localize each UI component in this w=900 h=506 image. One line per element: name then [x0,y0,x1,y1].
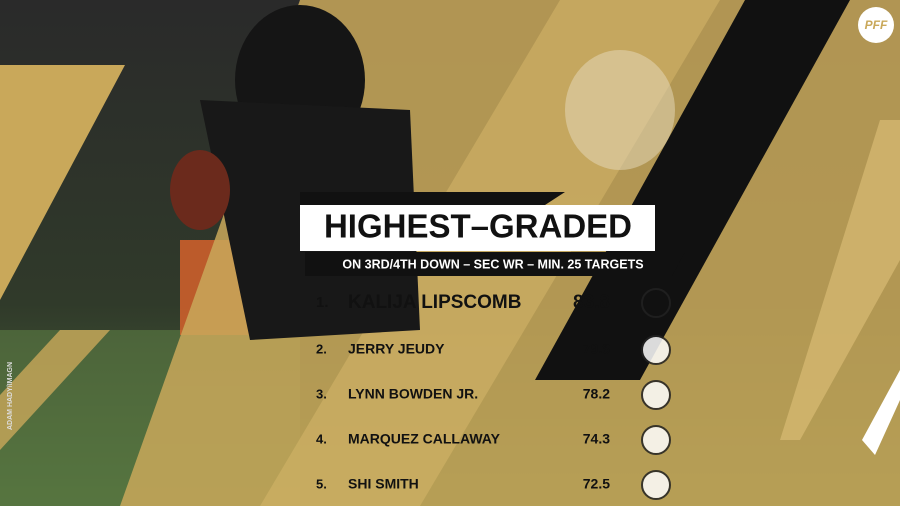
player-name: LYNN BOWDEN JR. [348,386,478,402]
opponent-helmet [565,50,675,170]
grade: 74.3 [583,431,610,447]
rank: 2. [316,341,327,356]
player-name: SHI SMITH [348,476,419,492]
rank: 1. [316,294,329,311]
photo-credit: ADAM HADY/IMAGN [7,362,14,430]
player-name: KALIJA LIPSCOMB [348,292,521,313]
rank: 3. [316,386,327,401]
rank: 4. [316,431,327,446]
subtitle-box [305,252,685,276]
rank: 5. [316,476,327,491]
football [170,150,230,230]
team-logo [641,335,671,365]
ranking-list: 1. KALIJA LIPSCOMB 83.8 2. JERRY JEUDY 79.8 3.… [316,288,671,500]
white-stripe [862,370,900,455]
black-stripe [535,0,850,380]
subtitle: ON 3RD/4TH DOWN – SEC WR – MIN. 25 TARGE… [342,257,643,271]
logo: PFF [865,18,888,32]
team-logo [641,288,671,318]
gold-stripe-left [0,330,110,450]
team-logo [641,470,671,500]
gold-stripe [780,120,900,440]
grade: 78.2 [583,386,610,402]
gold-stripe-left [0,65,125,300]
grade: 72.5 [583,476,610,492]
team-logo [641,425,671,455]
team-logo [641,380,671,410]
player-name: JERRY JEUDY [348,341,445,357]
title-box [300,205,655,251]
player-name: MARQUEZ CALLAWAY [348,431,501,447]
title: HIGHEST–GRADED [324,208,632,245]
title-shadow [300,192,565,205]
logo-badge [858,7,894,43]
grade: 83.8 [573,292,610,313]
grade: 79.8 [583,341,610,357]
